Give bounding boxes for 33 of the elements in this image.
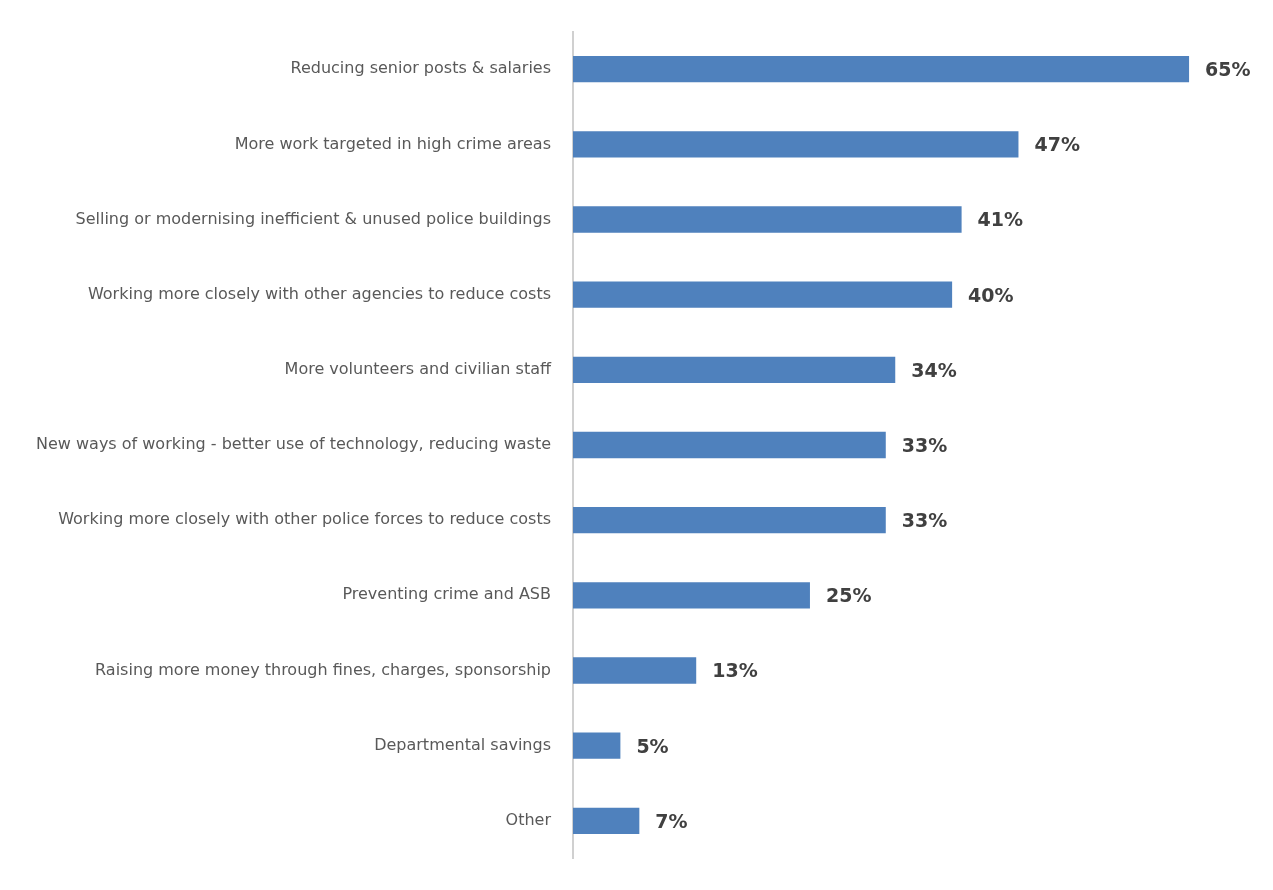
y-tick-label: Other <box>505 809 552 829</box>
y-tick-label: New ways of working - better use of technology, reducing waste <box>36 434 551 454</box>
bar <box>573 356 896 383</box>
bar <box>573 732 621 759</box>
data-label: 41% <box>977 208 1024 231</box>
data-label: 33% <box>901 433 948 456</box>
data-label: 25% <box>825 584 872 607</box>
y-tick-label: Selling or modernising inefficient & unused police buildings <box>75 208 551 228</box>
y-tick-label: Raising more money through fines, charges, sponsorship <box>95 659 551 679</box>
y-tick-label: Working more closely with other police forces to reduce costs <box>58 509 551 529</box>
y-tick-label: Reducing senior posts & salaries <box>290 58 551 78</box>
bar <box>573 507 886 534</box>
bar <box>573 657 697 684</box>
data-label: 34% <box>911 358 957 381</box>
data-label: 40% <box>968 283 1014 306</box>
bar <box>573 131 1019 158</box>
data-label: 47% <box>1034 133 1080 156</box>
bar <box>573 206 962 233</box>
y-tick-label: Working more closely with other agencies to reduce costs <box>87 283 551 303</box>
bar <box>573 56 1190 83</box>
bar <box>573 582 810 609</box>
y-tick-label: More volunteers and civilian staff <box>284 358 552 378</box>
data-label: 7% <box>655 809 688 832</box>
data-label: 33% <box>901 509 948 532</box>
y-tick-label: Departmental savings <box>374 734 551 754</box>
bar <box>573 807 640 834</box>
data-label: 13% <box>712 659 758 682</box>
data-label: 65% <box>1205 58 1251 81</box>
data-label: 5% <box>636 734 669 757</box>
y-tick-label: More work targeted in high crime areas <box>234 133 551 153</box>
y-tick-label: Preventing crime and ASB <box>342 584 551 604</box>
bar <box>573 281 953 308</box>
bar <box>573 431 886 459</box>
